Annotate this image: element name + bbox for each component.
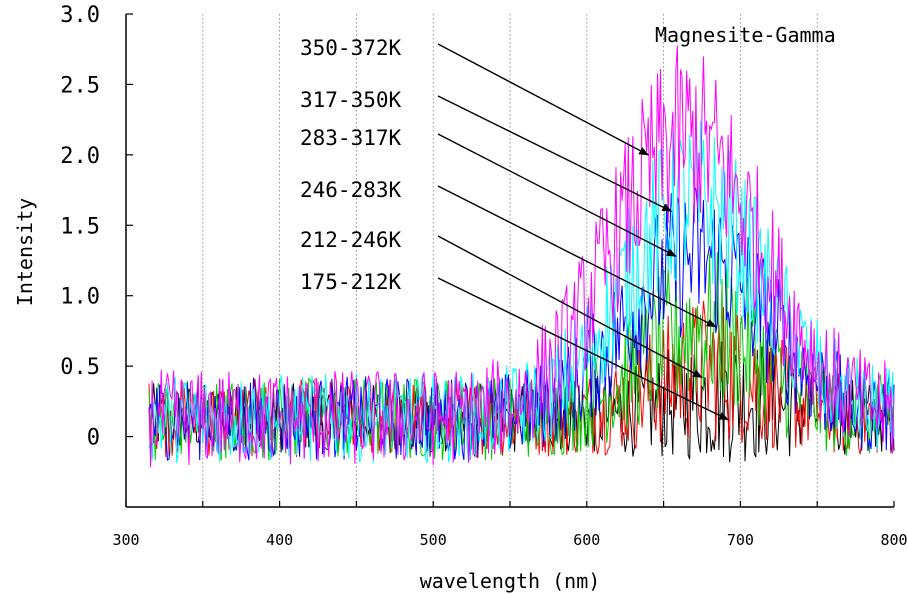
x-tick-label: 400 [266,531,293,549]
series-line [148,45,895,468]
y-tick-label: 1.5 [60,214,100,239]
y-tick-label: 2.0 [60,144,100,169]
series-labels: 350-372K 317-350K 283-317K 246-283K 212-246K… [300,36,730,421]
y-tick-label: 0.5 [60,355,100,380]
series-label: 283-317K [300,126,402,150]
series-arrow [437,133,677,257]
series-arrow [437,185,717,328]
y-tick-label: 0 [87,426,100,451]
series-label: 246-283K [300,178,402,202]
series-label: 317-350K [300,88,402,112]
chart-title: Magnesite-Gamma [655,23,836,47]
x-tick-label: 300 [112,531,139,549]
y-tick-label: 1.0 [60,285,100,310]
series-label: 175-212K [300,270,402,294]
x-ticks: 300 400 500 600 700 800 [112,501,907,549]
y-axis-title: Intensity [13,198,37,306]
x-tick-label: 700 [727,531,754,549]
series-layer [148,45,895,468]
series-label: 212-246K [300,228,402,252]
series-arrow [437,235,703,379]
x-axis-title: wavelength (nm) [420,569,601,593]
y-tick-label: 2.5 [60,73,100,98]
x-tick-label: 600 [573,531,600,549]
x-tick-label: 800 [880,531,907,549]
series-arrow [437,277,730,421]
x-tick-label: 500 [420,531,447,549]
series-arrow [437,43,650,156]
series-line [148,185,895,462]
series-arrow [437,95,673,212]
y-tick-label: 3.0 [60,3,100,28]
series-label: 350-372K [300,36,402,60]
y-ticks: 0 0.5 1.0 1.5 2.0 2.5 3.0 [60,3,133,451]
